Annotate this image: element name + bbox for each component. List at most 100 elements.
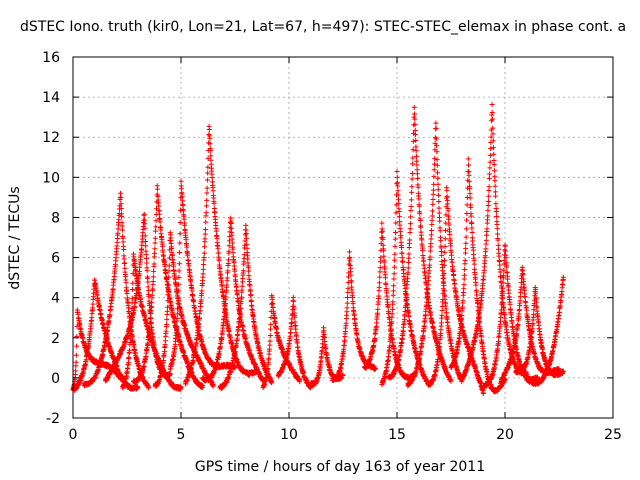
data-point: [431, 181, 437, 187]
data-point: [199, 288, 205, 294]
data-point: [439, 252, 445, 258]
data-point: [394, 174, 400, 180]
data-point: [154, 186, 160, 192]
data-point: [462, 258, 468, 264]
data-point: [167, 371, 173, 377]
data-point: [439, 304, 445, 310]
data-point: [439, 312, 445, 318]
data-point: [430, 201, 436, 207]
data-point: [205, 164, 211, 170]
data-point: [409, 171, 415, 177]
data-point: [177, 219, 183, 225]
data-point: [465, 156, 471, 162]
data-point: [396, 213, 402, 219]
data-point: [490, 145, 496, 151]
data-point: [489, 110, 495, 116]
data-point: [200, 271, 206, 277]
data-point: [129, 313, 135, 319]
data-point: [427, 254, 433, 260]
data-point: [430, 208, 436, 214]
data-point: [268, 326, 274, 332]
data-point: [210, 188, 216, 194]
data-point: [493, 201, 499, 207]
data-point: [73, 352, 79, 358]
data-point: [452, 281, 458, 287]
data-point: [204, 190, 210, 196]
data-point: [115, 230, 121, 236]
data-point: [344, 300, 350, 306]
data-point: [126, 354, 132, 360]
data-point: [153, 224, 159, 230]
data-point: [377, 265, 383, 271]
data-point: [130, 271, 136, 277]
data-point: [415, 175, 421, 181]
data-point: [462, 266, 468, 272]
data-point: [441, 275, 447, 281]
data-point: [267, 332, 273, 338]
data-point: [146, 384, 152, 390]
data-point: [486, 193, 492, 199]
data-point: [435, 181, 441, 187]
data-point: [128, 322, 134, 328]
data-point: [151, 268, 157, 274]
data-point: [429, 217, 435, 223]
data-point: [201, 255, 207, 261]
data-point: [118, 206, 124, 212]
data-point: [122, 261, 128, 267]
data-point: [492, 183, 498, 189]
data-point: [119, 227, 125, 233]
data-point: [483, 237, 489, 243]
data-point: [376, 284, 382, 290]
data-point: [488, 146, 494, 152]
data-point: [407, 226, 413, 232]
data-point: [200, 266, 206, 272]
data-point: [468, 204, 474, 210]
data-point: [346, 249, 352, 255]
data-point: [203, 203, 209, 209]
data-point: [90, 301, 96, 307]
data-point: [430, 191, 436, 197]
data-point: [162, 338, 168, 344]
data-point: [129, 305, 135, 311]
data-point: [427, 248, 433, 254]
data-point: [375, 306, 381, 312]
data-point: [449, 259, 455, 265]
data-point: [129, 295, 135, 301]
data-point: [119, 214, 125, 220]
data-point: [407, 237, 413, 243]
data-point: [174, 311, 180, 317]
data-point: [463, 226, 469, 232]
data-point: [141, 211, 147, 217]
chart-title: dSTEC Iono. truth (kir0, Lon=21, Lat=67,…: [20, 19, 626, 35]
data-point: [128, 317, 134, 323]
data-point: [487, 171, 493, 177]
data-point: [492, 178, 498, 184]
data-point: [494, 226, 500, 232]
data-point: [414, 171, 420, 177]
data-point: [429, 228, 435, 234]
data-point: [379, 228, 385, 234]
data-point: [413, 138, 419, 144]
data-point: [420, 248, 426, 254]
data-point: [204, 185, 210, 191]
data-point: [177, 231, 183, 237]
data-point: [493, 209, 499, 215]
data-point: [463, 240, 469, 246]
data-point: [152, 240, 158, 246]
data-point: [442, 236, 448, 242]
data-point: [483, 246, 489, 252]
data-point: [150, 274, 156, 280]
data-point: [149, 292, 155, 298]
data-point: [464, 217, 470, 223]
data-point: [393, 229, 399, 235]
data-point: [462, 250, 468, 256]
data-point: [430, 187, 436, 193]
data-point: [493, 193, 499, 199]
data-point: [392, 257, 398, 263]
data-point: [495, 231, 501, 237]
data-point: [204, 177, 210, 183]
data-point: [130, 280, 136, 286]
data-point: [448, 243, 454, 249]
data-point: [466, 172, 472, 178]
data-point: [448, 252, 454, 258]
